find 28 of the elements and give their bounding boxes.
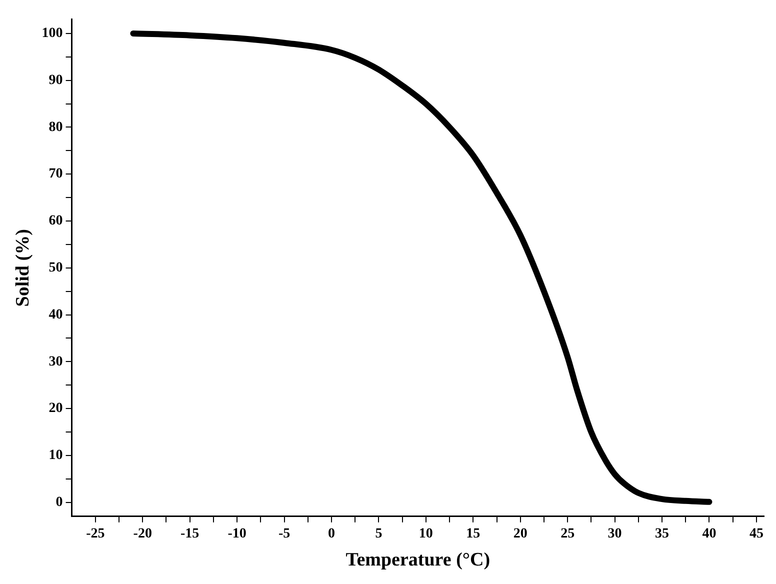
y-tick-label: 40	[48, 307, 63, 322]
x-tick-label: -10	[228, 526, 246, 542]
x-tick-label: 30	[608, 526, 622, 542]
x-tick-label: 5	[375, 526, 382, 542]
x-tick-label: 20	[513, 526, 528, 542]
x-tick-label: 45	[749, 526, 764, 542]
y-tick-label: 0	[56, 494, 63, 510]
x-tick-label: -20	[133, 526, 152, 542]
x-tick-label: 25	[560, 526, 575, 542]
x-tick-label: 35	[655, 526, 670, 542]
x-tick-label: -5	[278, 526, 290, 542]
y-tick-label: 100	[42, 26, 63, 42]
x-tick-label: 40	[702, 526, 716, 542]
y-tick-label: 80	[48, 120, 63, 135]
y-tick-label: 60	[48, 214, 63, 229]
y-tick-label: 90	[48, 72, 63, 88]
x-tick-label: -15	[180, 526, 200, 542]
x-axis-title: Temperature (°C)	[346, 550, 490, 571]
y-tick-label: 30	[48, 354, 63, 370]
y-tick-label: 10	[48, 448, 63, 464]
x-tick-label: -25	[86, 526, 105, 542]
x-tick-label: 10	[418, 526, 433, 542]
x-tick-label: 15	[466, 526, 480, 542]
y-axis-title: Solid (%)	[12, 229, 34, 307]
y-tick-label: 50	[48, 260, 63, 276]
y-tick-label: 70	[48, 166, 63, 182]
y-tick-label: 20	[48, 401, 63, 416]
x-tick-label: 0	[328, 526, 335, 542]
